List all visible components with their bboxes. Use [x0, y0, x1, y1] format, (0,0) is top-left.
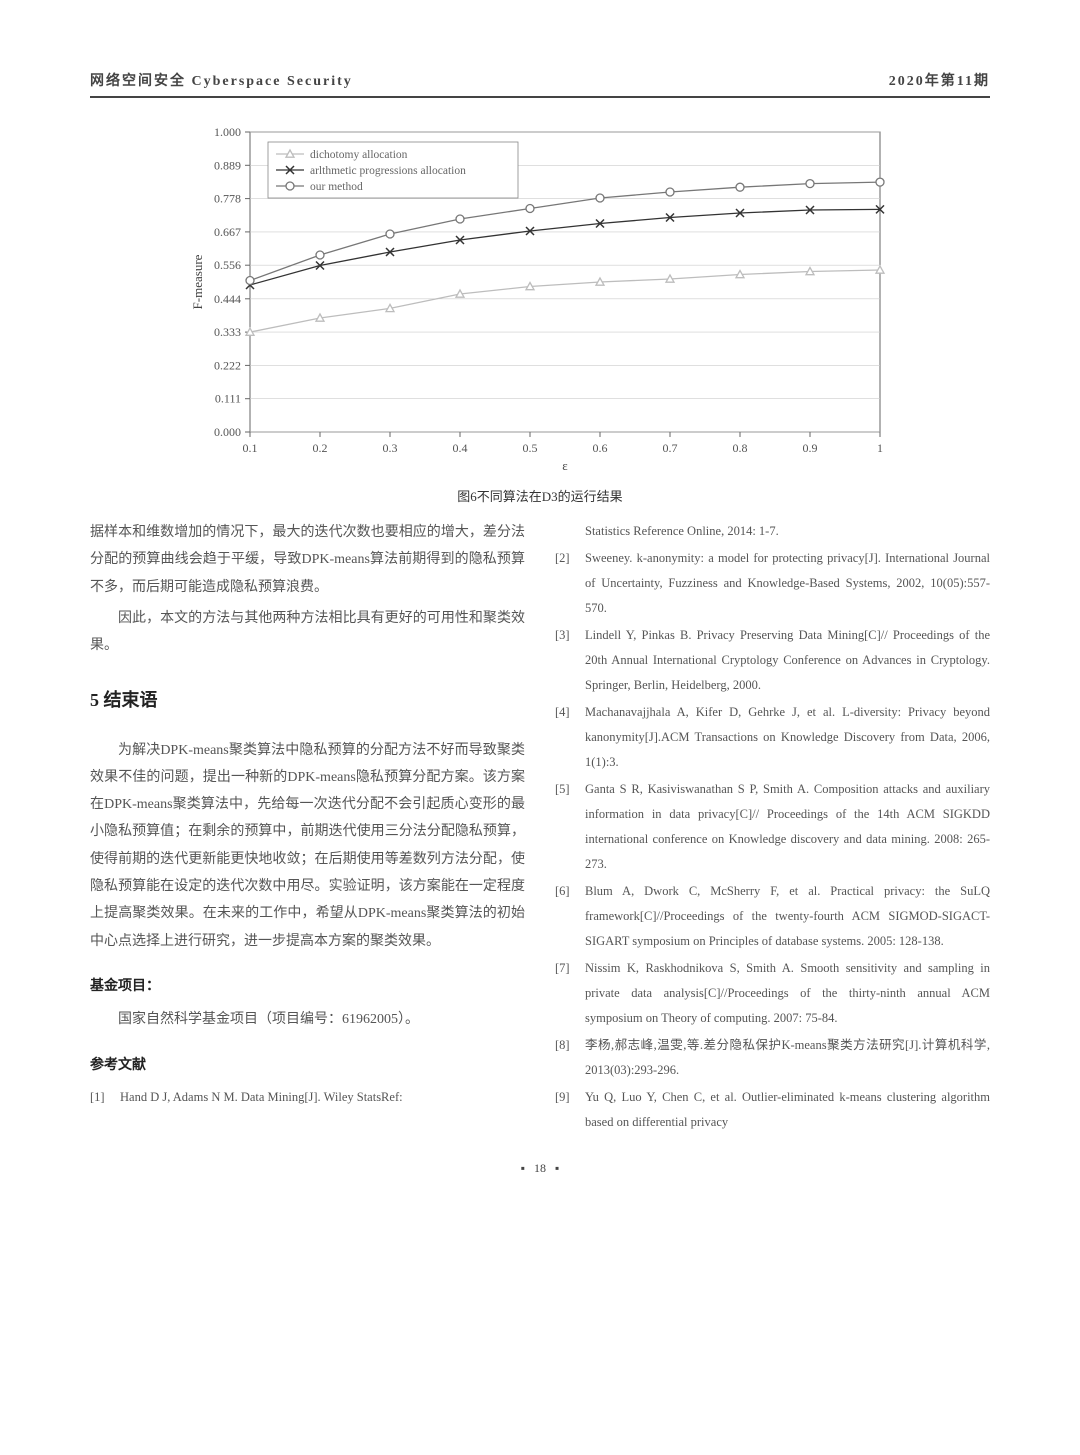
left-column: 据样本和维数增加的情况下，最大的迭代次数也要相应的增大，差分法分配的预算曲线会趋…	[90, 519, 525, 1137]
svg-text:0.556: 0.556	[214, 258, 241, 272]
reference-text: Yu Q, Luo Y, Chen C, et al. Outlier-elim…	[585, 1085, 990, 1135]
reference-item: [9]Yu Q, Luo Y, Chen C, et al. Outlier-e…	[555, 1085, 990, 1135]
figure-caption: 图6不同算法在D3的运行结果	[90, 486, 990, 505]
reference-item: [3]Lindell Y, Pinkas B. Privacy Preservi…	[555, 623, 990, 698]
references-heading: 参考文献	[90, 1052, 525, 1079]
line-chart-svg: 0.000 0.111 0.222 0.333 0.444 0.556 0.667 0.778…	[180, 118, 900, 478]
svg-text:arlthmetic progressions alloca: arlthmetic progressions allocation	[310, 165, 466, 177]
page-header: 网络空间安全 Cyberspace Security 2020年第11期	[90, 70, 990, 98]
reference-text: Blum A, Dwork C, McSherry F, et al. Prac…	[585, 879, 990, 954]
svg-text:0.5: 0.5	[523, 441, 538, 455]
svg-text:0.8: 0.8	[733, 441, 748, 455]
reference-text: 李杨,郝志峰,温雯,等.差分隐私保护K-means聚类方法研究[J].计算机科学…	[585, 1033, 990, 1083]
footer-dot: ▪	[555, 1161, 559, 1175]
reference-text: Lindell Y, Pinkas B. Privacy Preserving …	[585, 623, 990, 698]
svg-text:0.9: 0.9	[803, 441, 818, 455]
right-column: Statistics Reference Online, 2014: 1-7. …	[555, 519, 990, 1137]
svg-text:0.889: 0.889	[214, 158, 241, 172]
reference-number: [2]	[555, 546, 585, 621]
paragraph: 为解决DPK-means聚类算法中隐私预算的分配方法不好而导致聚类效果不佳的问题…	[90, 737, 525, 955]
page-footer: ▪ 18 ▪	[90, 1161, 990, 1176]
paragraph: 因此，本文的方法与其他两种方法相比具有更好的可用性和聚类效果。	[90, 605, 525, 660]
reference-number: [9]	[555, 1085, 585, 1135]
reference-item: [2]Sweeney. k-anonymity: a model for pro…	[555, 546, 990, 621]
reference-number: [7]	[555, 956, 585, 1031]
section-heading-5: 5 结束语	[90, 683, 525, 718]
reference-item: [8]李杨,郝志峰,温雯,等.差分隐私保护K-means聚类方法研究[J].计算…	[555, 1033, 990, 1083]
svg-text:0.4: 0.4	[453, 441, 468, 455]
page-number: 18	[534, 1161, 546, 1175]
svg-text:0.3: 0.3	[383, 441, 398, 455]
reference-item: [7]Nissim K, Raskhodnikova S, Smith A. S…	[555, 956, 990, 1031]
reference-number: [6]	[555, 879, 585, 954]
svg-text:0.000: 0.000	[214, 425, 241, 439]
svg-text:ε: ε	[562, 458, 568, 473]
reference-number: [8]	[555, 1033, 585, 1083]
reference-item: [6]Blum A, Dwork C, McSherry F, et al. P…	[555, 879, 990, 954]
svg-text:0.222: 0.222	[214, 358, 241, 372]
reference-text: Hand D J, Adams N M. Data Mining[J]. Wil…	[120, 1085, 525, 1110]
svg-text:dichotomy allocation: dichotomy allocation	[310, 149, 408, 161]
reference-text: Machanavajjhala A, Kifer D, Gehrke J, et…	[585, 700, 990, 775]
figure-6: 0.000 0.111 0.222 0.333 0.444 0.556 0.667 0.778…	[180, 118, 900, 478]
reference-item: [1] Hand D J, Adams N M. Data Mining[J].…	[90, 1085, 525, 1110]
svg-text:0.7: 0.7	[663, 441, 678, 455]
footer-dot: ▪	[521, 1161, 525, 1175]
svg-text:0.444: 0.444	[214, 292, 241, 306]
reference-item: [4]Machanavajjhala A, Kifer D, Gehrke J,…	[555, 700, 990, 775]
reference-text: Nissim K, Raskhodnikova S, Smith A. Smoo…	[585, 956, 990, 1031]
svg-text:0.778: 0.778	[214, 192, 241, 206]
reference-number: [3]	[555, 623, 585, 698]
reference-item: [5]Ganta S R, Kasiviswanathan S P, Smith…	[555, 777, 990, 877]
reference-number: [1]	[90, 1085, 120, 1110]
svg-text:1.000: 1.000	[214, 125, 241, 139]
reference-number: [4]	[555, 700, 585, 775]
fund-heading: 基金项目：	[90, 973, 525, 1000]
paragraph: 据样本和维数增加的情况下，最大的迭代次数也要相应的增大，差分法分配的预算曲线会趋…	[90, 519, 525, 601]
body-columns: 据样本和维数增加的情况下，最大的迭代次数也要相应的增大，差分法分配的预算曲线会趋…	[90, 519, 990, 1137]
fund-text: 国家自然科学基金项目（项目编号：61962005）。	[90, 1006, 525, 1033]
reference-text: Sweeney. k-anonymity: a model for protec…	[585, 546, 990, 621]
svg-text:0.667: 0.667	[214, 225, 241, 239]
svg-text:F-measure: F-measure	[190, 254, 205, 309]
svg-text:0.333: 0.333	[214, 325, 241, 339]
svg-text:0.6: 0.6	[593, 441, 608, 455]
svg-text:1: 1	[877, 441, 883, 455]
svg-text:0.111: 0.111	[215, 392, 241, 406]
svg-text:0.2: 0.2	[313, 441, 328, 455]
issue-info: 2020年第11期	[889, 70, 990, 90]
svg-text:0.1: 0.1	[243, 441, 258, 455]
reference-number: [5]	[555, 777, 585, 877]
svg-text:our method: our method	[310, 181, 363, 193]
reference-text: Ganta S R, Kasiviswanathan S P, Smith A.…	[585, 777, 990, 877]
reference-text: Statistics Reference Online, 2014: 1-7.	[585, 519, 990, 544]
reference-item-cont: Statistics Reference Online, 2014: 1-7.	[555, 519, 990, 544]
journal-title: 网络空间安全 Cyberspace Security	[90, 70, 353, 90]
